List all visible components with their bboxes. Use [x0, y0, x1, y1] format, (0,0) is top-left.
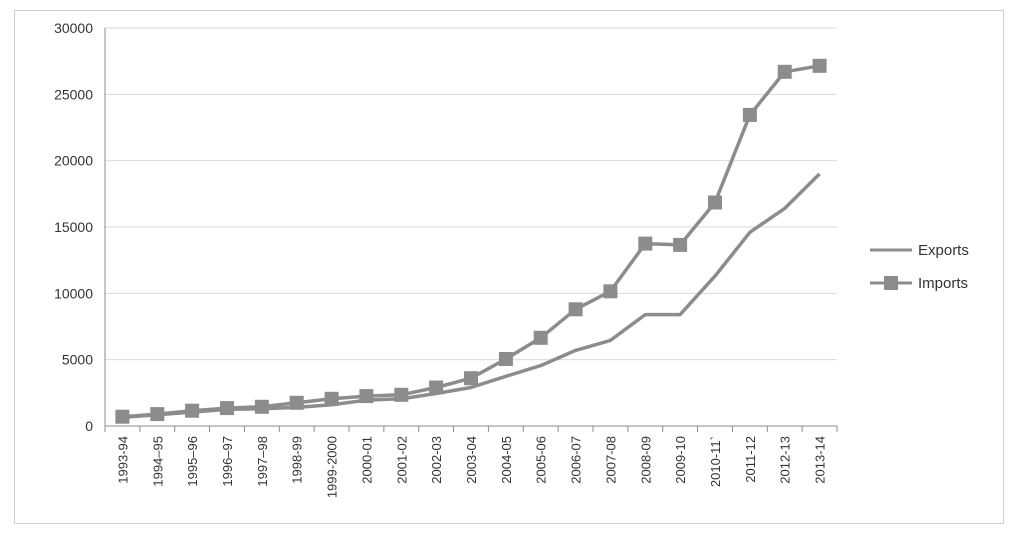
- data-point-imports: [254, 399, 269, 414]
- data-point-imports: [498, 352, 513, 366]
- x-tick-label: 1993-94: [115, 436, 130, 484]
- x-tick-label: 1994–95: [150, 436, 165, 487]
- x-tick-label: 1999-2000: [325, 436, 340, 498]
- legend-label-exports: Exports: [918, 242, 969, 259]
- x-tick-label: 1996–97: [220, 436, 235, 487]
- series-line-imports: [122, 64, 820, 419]
- data-point-imports: [777, 64, 792, 79]
- x-tick-label: 2013-14: [813, 436, 828, 484]
- y-tick-label: 10000: [54, 285, 93, 301]
- data-point-imports: [568, 302, 583, 317]
- x-tick-label: 2001-02: [394, 436, 409, 484]
- x-tick-label: 2009-10: [673, 436, 688, 484]
- legend: Exports Imports: [870, 242, 969, 292]
- series-lines: [122, 64, 821, 420]
- y-tick-label: 5000: [62, 352, 93, 368]
- y-tick-label: 0: [85, 418, 93, 434]
- data-point-imports: [185, 403, 200, 418]
- x-tick-label: 2007-08: [603, 436, 618, 484]
- data-point-imports: [812, 58, 827, 73]
- chart-frame: [14, 10, 1004, 524]
- series-markers: [115, 58, 827, 424]
- x-tick-label: 2003-04: [464, 436, 479, 484]
- data-point-imports: [429, 380, 444, 395]
- y-tick-label: 20000: [54, 153, 93, 169]
- y-tick-label: 25000: [54, 86, 93, 102]
- y-axis-tick-labels: 0 5000 10000 15000 20000 25000 30000: [54, 20, 93, 434]
- data-point-imports: [638, 236, 653, 251]
- data-point-imports: [150, 407, 165, 422]
- data-point-imports: [533, 330, 548, 345]
- gridlines: [105, 27, 837, 361]
- data-point-imports: [220, 401, 234, 416]
- x-tick-label: 2010-11`: [708, 436, 723, 487]
- x-tick-label: 2005-06: [534, 436, 549, 484]
- data-point-imports: [115, 409, 130, 424]
- data-point-imports: [324, 391, 339, 406]
- data-point-imports: [742, 107, 757, 122]
- x-tick-label: 2000-01: [359, 436, 374, 484]
- x-axis-tick-labels: 1993-94 1994–95 1995–96 1996–97 1997–98 1998-…: [115, 436, 827, 498]
- x-tick-label: 1998-99: [290, 436, 305, 484]
- data-point-imports: [359, 389, 374, 404]
- data-point-imports: [673, 237, 688, 252]
- x-tick-label: 2012-13: [778, 436, 793, 484]
- x-tick-label: 1995–96: [185, 436, 200, 487]
- y-tick-label: 15000: [54, 219, 93, 235]
- data-point-imports: [708, 195, 722, 210]
- axes: [104, 28, 838, 432]
- y-tick-label: 30000: [54, 20, 93, 36]
- x-tick-label: 2011-12: [743, 436, 758, 483]
- x-tick-label: 2004-05: [499, 436, 514, 484]
- data-point-imports: [464, 371, 478, 386]
- data-point-imports: [603, 284, 618, 299]
- x-tick-label: 1997–98: [255, 436, 270, 487]
- legend-label-imports: Imports: [918, 275, 968, 292]
- data-point-imports: [394, 387, 409, 402]
- x-tick-label: 2006-07: [569, 436, 584, 484]
- x-tick-label: 2008-09: [638, 436, 653, 484]
- x-tick-label: 2002-03: [429, 436, 444, 484]
- data-point-imports: [289, 395, 304, 410]
- legend-marker-imports: [884, 276, 898, 290]
